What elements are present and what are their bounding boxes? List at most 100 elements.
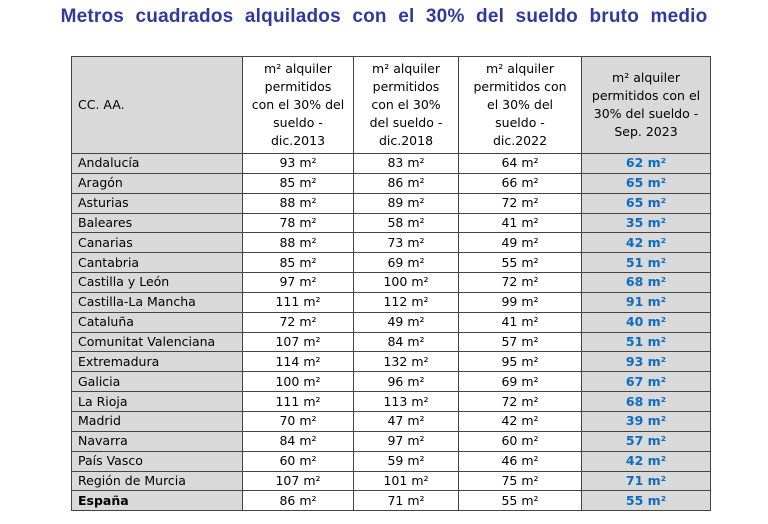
value-2023-cell: 68 m²: [581, 272, 711, 293]
value-2022-cell: 64 m²: [458, 153, 582, 174]
value-2013-cell: 85 m²: [242, 172, 354, 194]
header-line: m² alquiler: [612, 70, 680, 85]
value-2018-cell: 132 m²: [353, 351, 459, 373]
value-2023-cell: 91 m²: [581, 291, 711, 313]
value-2013-cell: 70 m²: [242, 410, 354, 432]
table-row: Andalucía 93 m² 83 m² 64 m² 62 m²: [71, 153, 711, 174]
region-cell: La Rioja: [71, 391, 243, 412]
value-2023-cell: 71 m²: [581, 470, 711, 492]
value-2023-cell: 62 m²: [581, 153, 711, 174]
table-body: Andalucía 93 m² 83 m² 64 m² 62 m² Aragón 85 m²…: [71, 153, 711, 512]
header-row: CC. AA. m² alquiler permitidos con el 30…: [71, 56, 711, 154]
header-line: sueldo -: [495, 115, 545, 130]
value-2023-cell: 67 m²: [581, 371, 711, 393]
region-cell: Cantabria: [71, 252, 243, 274]
value-2023-cell: 68 m²: [581, 391, 711, 412]
header-line: con el 30% del: [251, 97, 345, 112]
header-line: Sep. 2023: [614, 124, 678, 139]
region-cell: Comunitat Valenciana: [71, 331, 243, 353]
value-2022-cell: 49 m²: [458, 232, 582, 254]
header-line: dic.2018: [378, 133, 434, 148]
region-cell: Cataluña: [71, 311, 243, 333]
table-row: Región de Murcia 107 m² 101 m² 75 m² 71 m²: [71, 470, 711, 492]
table-row: Madrid 70 m² 47 m² 42 m² 39 m²: [71, 410, 711, 432]
value-2023-cell: 39 m²: [581, 410, 711, 432]
value-2013-cell: 107 m²: [242, 470, 354, 492]
value-2023-cell: 51 m²: [581, 331, 711, 353]
value-2023-cell: 65 m²: [581, 192, 711, 214]
value-2018-cell: 58 m²: [353, 212, 459, 234]
table-row: Extremadura 114 m² 132 m² 95 m² 93 m²: [71, 351, 711, 373]
value-2022-cell: 60 m²: [458, 430, 582, 452]
region-cell: Canarias: [71, 232, 243, 254]
header-line: permitidos con el: [591, 88, 701, 103]
region-column-header: CC. AA.: [71, 56, 243, 154]
value-2013-cell: 85 m²: [242, 252, 354, 274]
total-row: España 86 m² 71 m² 55 m² 55 m²: [71, 490, 711, 512]
header-line: m² alquiler: [486, 61, 554, 76]
table-row: Aragón 85 m² 86 m² 66 m² 65 m²: [71, 172, 711, 194]
value-2022-cell: 99 m²: [458, 291, 582, 313]
value-2018-cell: 100 m²: [353, 272, 459, 293]
value-2022-cell: 72 m²: [458, 272, 582, 293]
value-2013-cell: 114 m²: [242, 351, 354, 373]
header-line: sueldo -: [273, 115, 323, 130]
table-row: Castilla y León 97 m² 100 m² 72 m² 68 m²: [71, 272, 711, 293]
value-2013-cell: 88 m²: [242, 192, 354, 214]
header-line: dic.2022: [492, 133, 548, 148]
header-line: permitidos: [372, 79, 440, 94]
value-2022-cell: 95 m²: [458, 351, 582, 373]
value-2018-cell: 97 m²: [353, 430, 459, 452]
header-line: del sueldo -: [369, 115, 443, 130]
table-row: Galicia 100 m² 96 m² 69 m² 67 m²: [71, 371, 711, 393]
table-row: Asturias 88 m² 89 m² 72 m² 65 m²: [71, 192, 711, 214]
header-line: m² alquiler: [372, 61, 440, 76]
value-2018-cell: 112 m²: [353, 291, 459, 313]
region-cell: Asturias: [71, 192, 243, 214]
value-2013-cell: 111 m²: [242, 291, 354, 313]
table-row: Castilla-La Mancha 111 m² 112 m² 99 m² 91 m²: [71, 291, 711, 313]
value-2022-cell: 42 m²: [458, 410, 582, 432]
header-line: permitidos: [264, 79, 332, 94]
value-2023-cell: 65 m²: [581, 172, 711, 194]
value-2018-cell: 101 m²: [353, 470, 459, 492]
header-line: 30% del sueldo -: [593, 106, 699, 121]
value-2023-cell: 40 m²: [581, 311, 711, 333]
header-line: con el 30%: [371, 97, 441, 112]
value-2013-cell: 60 m²: [242, 450, 354, 472]
value-2013-cell: 97 m²: [242, 272, 354, 293]
column-header-2023: m² alquiler permitidos con el 30% del su…: [581, 56, 711, 154]
value-2018-cell: 84 m²: [353, 331, 459, 353]
value-2013-cell: 107 m²: [242, 331, 354, 353]
table-row: País Vasco 60 m² 59 m² 46 m² 42 m²: [71, 450, 711, 472]
value-2013-cell: 78 m²: [242, 212, 354, 234]
value-2013-cell: 88 m²: [242, 232, 354, 254]
value-2023-cell: 55 m²: [581, 490, 711, 512]
value-2018-cell: 73 m²: [353, 232, 459, 254]
value-2018-cell: 59 m²: [353, 450, 459, 472]
region-cell: Madrid: [71, 410, 243, 432]
value-2022-cell: 72 m²: [458, 192, 582, 214]
value-2018-cell: 113 m²: [353, 391, 459, 412]
value-2023-cell: 51 m²: [581, 252, 711, 274]
value-2023-cell: 93 m²: [581, 351, 711, 373]
region-cell: País Vasco: [71, 450, 243, 472]
region-cell: Galicia: [71, 371, 243, 393]
column-header-2013: m² alquiler permitidos con el 30% del su…: [242, 56, 354, 154]
region-cell: Región de Murcia: [71, 470, 243, 492]
table-row: Baleares 78 m² 58 m² 41 m² 35 m²: [71, 212, 711, 234]
value-2018-cell: 49 m²: [353, 311, 459, 333]
rent-table: CC. AA. m² alquiler permitidos con el 30…: [71, 56, 711, 512]
value-2013-cell: 84 m²: [242, 430, 354, 452]
value-2013-cell: 93 m²: [242, 153, 354, 174]
value-2013-cell: 72 m²: [242, 311, 354, 333]
region-cell: Navarra: [71, 430, 243, 452]
region-cell: Baleares: [71, 212, 243, 234]
page-title: Metros cuadrados alquilados con el 30% d…: [60, 6, 708, 27]
value-2023-cell: 57 m²: [581, 430, 711, 452]
value-2023-cell: 42 m²: [581, 232, 711, 254]
value-2018-cell: 89 m²: [353, 192, 459, 214]
column-header-2022: m² alquiler permitidos con el 30% del su…: [458, 56, 582, 154]
header-line: el 30% del: [487, 97, 553, 112]
region-cell: Extremadura: [71, 351, 243, 373]
